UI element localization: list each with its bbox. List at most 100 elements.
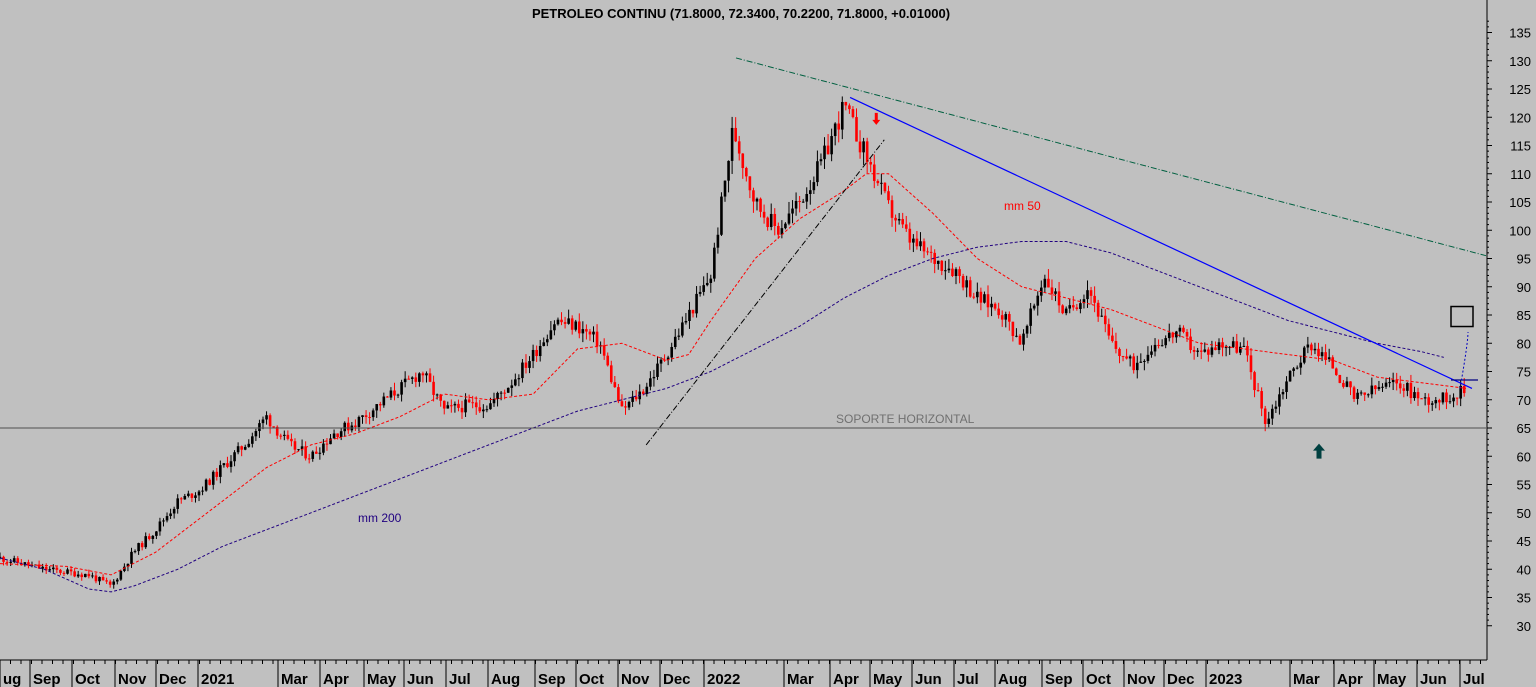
candle-up [311, 451, 315, 459]
candle-down [1349, 381, 1352, 388]
candle-up [499, 392, 503, 394]
candle-down [1075, 307, 1079, 309]
candle-up [1430, 403, 1434, 405]
candle-up [1366, 394, 1370, 396]
candle-up [126, 563, 130, 567]
candle-up [556, 319, 560, 325]
candle-up [677, 335, 681, 337]
candle-up [123, 566, 126, 571]
candle-up [1032, 305, 1036, 309]
candle-up [947, 268, 951, 271]
candle-up [627, 401, 631, 408]
candle-down [37, 564, 41, 569]
candle-down [290, 438, 293, 442]
candle-up [151, 535, 155, 539]
x-tick-label: Sep [538, 671, 566, 687]
candle-up [1295, 367, 1299, 369]
candle-up [1153, 344, 1157, 352]
candle-down [1011, 321, 1015, 336]
candle-down [883, 182, 887, 192]
x-tick-label: May [1377, 671, 1407, 687]
candle-up [66, 569, 69, 574]
candle-up [1413, 392, 1416, 399]
candle-down [1363, 392, 1367, 395]
candle-up [1217, 342, 1221, 351]
candle-down [1402, 388, 1406, 391]
candle-up [823, 145, 826, 160]
candle-up [656, 363, 659, 377]
candle-down [428, 373, 432, 382]
candle-down [450, 405, 453, 407]
candle-up [833, 123, 837, 137]
candle-down [1008, 314, 1011, 322]
candle-down [961, 276, 965, 288]
y-tick-label: 120 [1509, 110, 1531, 125]
candle-up [705, 282, 709, 286]
candle-up [1452, 397, 1455, 402]
candle-down [1445, 392, 1448, 403]
candle-down [865, 141, 869, 162]
candle-down [1182, 327, 1185, 332]
candle-up [211, 471, 215, 485]
candle-up [716, 234, 720, 248]
candle-up [1423, 397, 1427, 399]
candle-up [1004, 314, 1008, 320]
x-tick-label: Sep [33, 671, 61, 687]
candle-down [55, 567, 59, 570]
candle-up [300, 446, 304, 450]
candle-up [1196, 350, 1199, 352]
x-tick-label: May [367, 671, 397, 687]
x-tick-label: Nov [1127, 671, 1156, 687]
x-tick-label: Mar [281, 671, 308, 687]
candle-up [1434, 400, 1438, 404]
candle-up [720, 196, 723, 235]
candle-down [570, 318, 574, 330]
candle-up [1203, 349, 1207, 352]
x-tick-label: Jul [957, 671, 979, 687]
candle-down [215, 471, 219, 477]
y-tick-label: 45 [1517, 534, 1531, 549]
candle-down [1374, 385, 1377, 390]
mm50-label: mm 50 [1004, 199, 1041, 213]
candle-up [112, 581, 116, 585]
candle-up [1135, 362, 1139, 371]
x-tick-label: Jul [449, 671, 471, 687]
candle-up [332, 433, 336, 439]
candle-up [666, 357, 670, 360]
candle-down [442, 400, 446, 409]
candle-up [1448, 401, 1452, 403]
candle-down [734, 127, 737, 142]
candle-down [737, 141, 741, 154]
y-tick-label: 40 [1517, 562, 1531, 577]
candle-up [1288, 370, 1292, 382]
candle-up [965, 280, 968, 288]
candle-up [375, 404, 379, 411]
candle-down [1107, 324, 1111, 336]
candle-up [919, 241, 922, 247]
y-tick-label: 110 [1510, 167, 1531, 182]
candle-up [41, 566, 44, 569]
candle-down [826, 145, 830, 155]
candle-up [1036, 295, 1040, 306]
candle-up [1302, 347, 1306, 363]
candle-down [1057, 291, 1061, 306]
x-tick-label: Apr [833, 671, 859, 687]
y-tick-label: 30 [1517, 619, 1531, 634]
candle-up [670, 347, 673, 358]
candle-down [876, 180, 880, 184]
candle-up [23, 562, 27, 566]
candle-up [361, 415, 364, 417]
candle-down [993, 303, 997, 309]
candle-up [1441, 392, 1445, 403]
candle-down [986, 294, 990, 308]
candle-down [5, 561, 9, 563]
candle-up [730, 127, 734, 161]
candle-down [972, 296, 976, 298]
candle-down [1096, 302, 1100, 317]
y-tick-label: 65 [1517, 421, 1531, 436]
candle-down [933, 252, 936, 264]
candle-up [542, 342, 546, 346]
candle-up [681, 322, 684, 336]
candle-up [83, 573, 87, 578]
